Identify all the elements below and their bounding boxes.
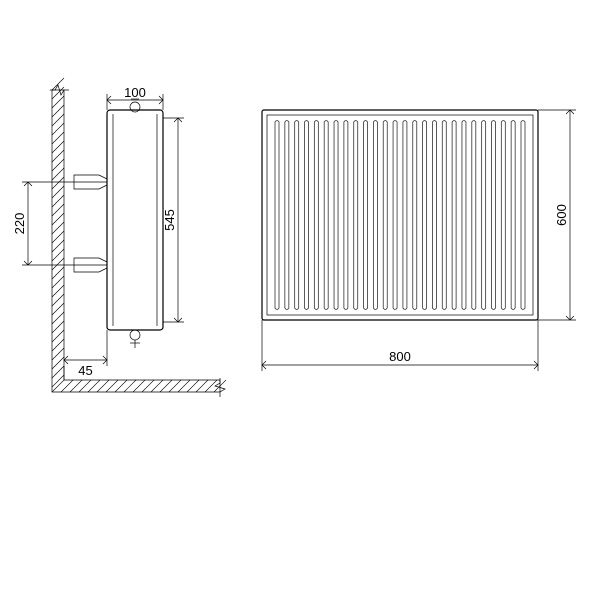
dimension-label: 545 [162,209,177,231]
radiator-side [107,99,163,348]
dimension-label: 45 [78,363,92,378]
valve-bottom [130,330,140,340]
radiator-front [262,110,538,320]
wall-hatch [52,78,226,392]
dimensions-front: 800 600 [262,110,576,371]
brackets [74,175,107,272]
fins [275,121,525,310]
dimension-label: 100 [124,85,146,100]
dimension-label: 600 [554,204,569,226]
side-view: 100 545 220 45 [12,78,226,397]
front-view: 800 600 [262,110,576,371]
dimension-label: 800 [389,349,411,364]
dimensions-side: 100 545 220 45 [12,85,184,380]
dimension-label: 220 [12,213,27,235]
